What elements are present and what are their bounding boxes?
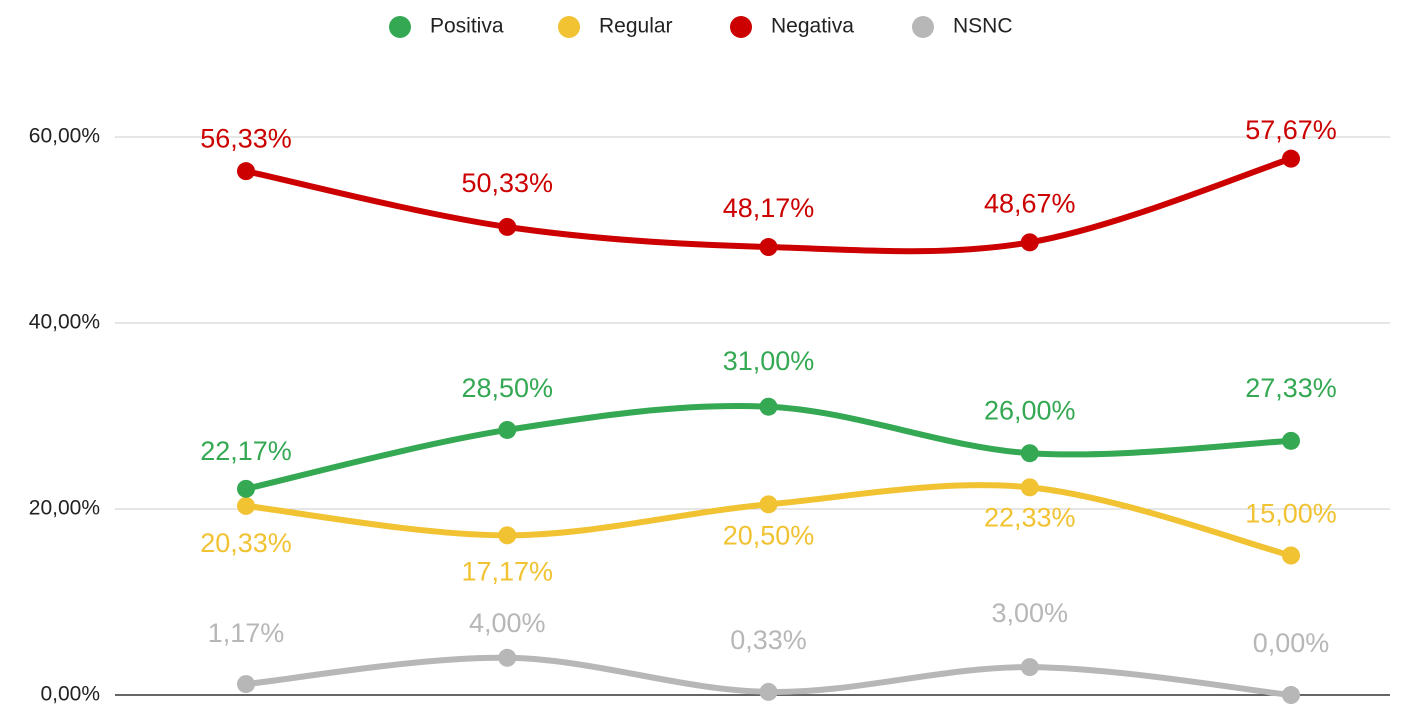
- data-point: [1020, 233, 1039, 252]
- data-point: [237, 162, 255, 181]
- data-label: 48,67%: [984, 188, 1076, 218]
- data-point: [759, 397, 778, 416]
- data-point: [1282, 546, 1300, 565]
- data-label: 15,00%: [1245, 499, 1337, 529]
- data-point: [498, 526, 517, 545]
- data-label: 3,00%: [991, 598, 1068, 628]
- data-point: [1282, 431, 1300, 450]
- data-label: 0,33%: [730, 625, 807, 655]
- legend-swatch: [389, 16, 411, 38]
- y-tick-label: 0,00%: [40, 683, 100, 705]
- data-label: 17,17%: [461, 556, 553, 586]
- y-tick-label: 60,00%: [29, 125, 100, 148]
- data-label: 57,67%: [1245, 115, 1337, 145]
- data-label: 56,33%: [200, 123, 292, 153]
- data-label: 4,00%: [469, 608, 546, 638]
- data-point: [1020, 658, 1039, 677]
- data-label: 22,33%: [984, 502, 1076, 532]
- data-point: [237, 479, 255, 498]
- data-label: 0,00%: [1253, 628, 1330, 658]
- data-label: 50,33%: [461, 168, 553, 198]
- data-point: [1282, 686, 1300, 704]
- data-point: [759, 238, 778, 257]
- data-point: [1020, 478, 1039, 497]
- legend-label: NSNC: [953, 15, 1013, 38]
- data-label: 31,00%: [723, 346, 815, 376]
- data-point: [237, 496, 255, 515]
- data-label: 1,17%: [208, 618, 285, 648]
- legend-label: Negativa: [771, 15, 854, 38]
- y-tick-label: 40,00%: [29, 311, 100, 334]
- data-point: [498, 648, 517, 667]
- data-label: 22,17%: [200, 436, 292, 466]
- legend-swatch: [558, 16, 580, 38]
- legend-swatch: [730, 16, 752, 38]
- data-point: [759, 495, 778, 514]
- data-point: [1282, 149, 1300, 168]
- data-label: 48,17%: [723, 193, 815, 223]
- data-label: 28,50%: [461, 373, 553, 403]
- data-point: [1020, 444, 1039, 463]
- data-label: 27,33%: [1245, 373, 1337, 403]
- legend-swatch: [912, 16, 934, 38]
- data-point: [498, 217, 517, 236]
- legend-label: Regular: [599, 15, 673, 38]
- data-label: 26,00%: [984, 395, 1076, 425]
- data-label: 20,50%: [723, 520, 815, 550]
- series-line: [243, 403, 1294, 492]
- data-label: 20,33%: [200, 528, 292, 558]
- legend-label: Positiva: [430, 15, 504, 38]
- data-point: [759, 682, 778, 701]
- y-tick-label: 20,00%: [29, 497, 100, 520]
- data-point: [237, 675, 255, 694]
- data-point: [498, 420, 517, 439]
